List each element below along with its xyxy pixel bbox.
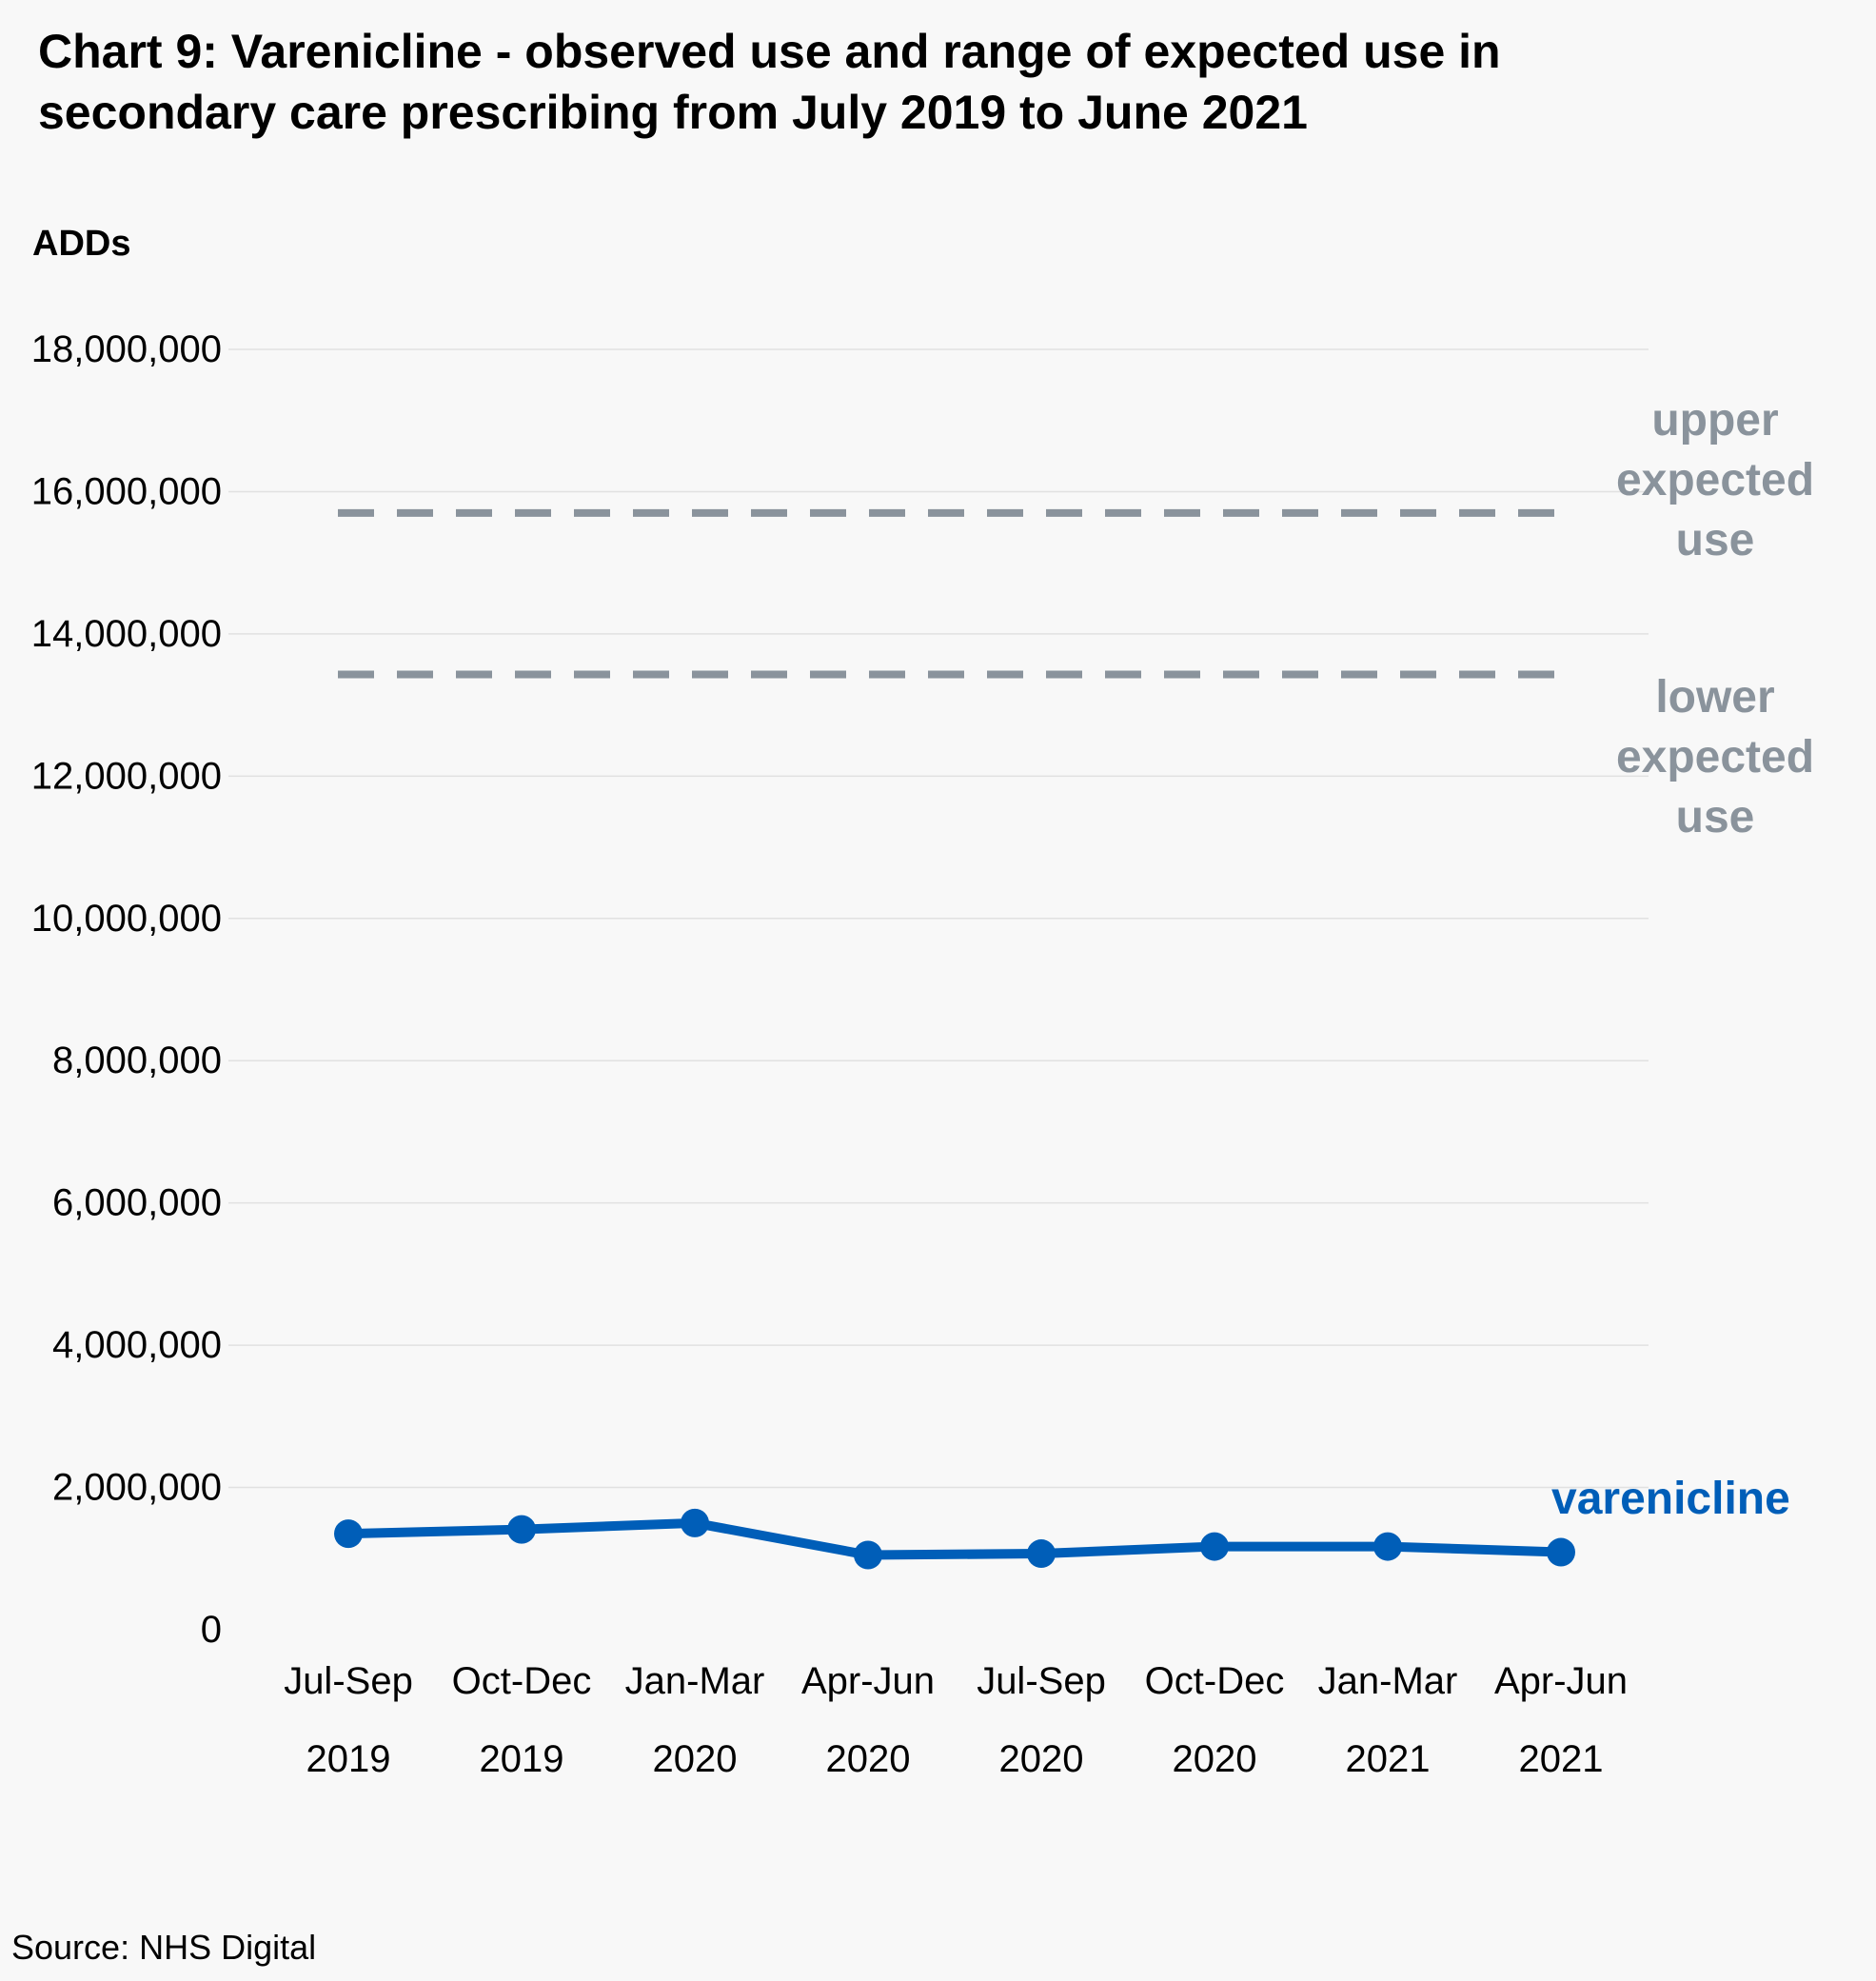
- series-label: varenicline: [1551, 1474, 1790, 1524]
- gridlines: [228, 348, 1649, 1489]
- source-note: Source: NHS Digital: [11, 1928, 317, 1967]
- data-point: [854, 1540, 882, 1570]
- y-tick-label: 12,000,000: [31, 755, 222, 797]
- x-tick-label: Oct-Dec: [452, 1660, 592, 1702]
- data-point: [1200, 1532, 1229, 1561]
- x-tick-label-year: 2019: [480, 1738, 564, 1780]
- x-tick-label: Apr-Jun: [801, 1660, 935, 1702]
- y-tick-label: 8,000,000: [52, 1040, 222, 1081]
- x-tick-label: Oct-Dec: [1145, 1660, 1285, 1702]
- y-tick-label: 14,000,000: [31, 613, 222, 655]
- expected-use-label: upper: [1651, 395, 1778, 446]
- x-tick-label: Apr-Jun: [1494, 1660, 1628, 1702]
- expected-use-label: use: [1676, 792, 1755, 842]
- data-point: [1027, 1539, 1056, 1569]
- y-tick-label: 10,000,000: [31, 898, 222, 940]
- data-point: [1547, 1537, 1575, 1567]
- series-line: [347, 1517, 1562, 1560]
- y-tick-label: 0: [201, 1609, 222, 1651]
- chart-title-line-2: secondary care prescribing from July 201…: [38, 86, 1308, 139]
- expected-use-label: use: [1676, 515, 1755, 565]
- x-tick-label-year: 2020: [826, 1738, 911, 1780]
- x-tick-label: Jan-Mar: [625, 1660, 765, 1702]
- data-point: [681, 1508, 709, 1537]
- x-tick-label: Jan-Mar: [1318, 1660, 1458, 1702]
- y-axis-label: ADDs: [32, 224, 130, 264]
- chart-title-line-1: Chart 9: Varenicline - observed use and …: [38, 25, 1501, 78]
- expected-use-label: expected: [1616, 455, 1814, 505]
- x-tick-label-year: 2020: [1173, 1738, 1257, 1780]
- expected-use-label: lower: [1655, 672, 1774, 723]
- x-tick-label: Jul-Sep: [284, 1660, 413, 1702]
- data-point: [507, 1515, 536, 1544]
- expected-use-label: expected: [1616, 732, 1814, 782]
- x-tick-label-year: 2021: [1519, 1738, 1604, 1780]
- y-tick-label: 16,000,000: [31, 470, 222, 512]
- y-tick-label: 4,000,000: [52, 1324, 222, 1366]
- x-tick-label-year: 2021: [1346, 1738, 1431, 1780]
- y-tick-label: 6,000,000: [52, 1182, 222, 1224]
- x-tick-label-year: 2019: [306, 1738, 391, 1780]
- series-layer: varenicline: [334, 1474, 1790, 1570]
- y-tick-label: 2,000,000: [52, 1467, 222, 1509]
- x-axis-ticks: Jul-Sep 2019 Oct-Dec 2019 Jan-Mar 2020 Apr-Jun…: [284, 1660, 1628, 1780]
- data-point: [1373, 1532, 1402, 1561]
- data-point: [334, 1519, 363, 1549]
- y-tick-label: 18,000,000: [31, 328, 222, 370]
- expected-use-lines: upper expected use lower expected use: [338, 395, 1814, 842]
- x-tick-label-year: 2020: [999, 1738, 1084, 1780]
- x-tick-label: Jul-Sep: [977, 1660, 1106, 1702]
- x-tick-label-year: 2020: [653, 1738, 738, 1780]
- y-axis-ticks: 0 2,000,000 4,000,000 6,000,000 8,000,000 10,…: [31, 328, 222, 1651]
- chart-title: Chart 9: Varenicline - observed use and …: [38, 21, 1751, 143]
